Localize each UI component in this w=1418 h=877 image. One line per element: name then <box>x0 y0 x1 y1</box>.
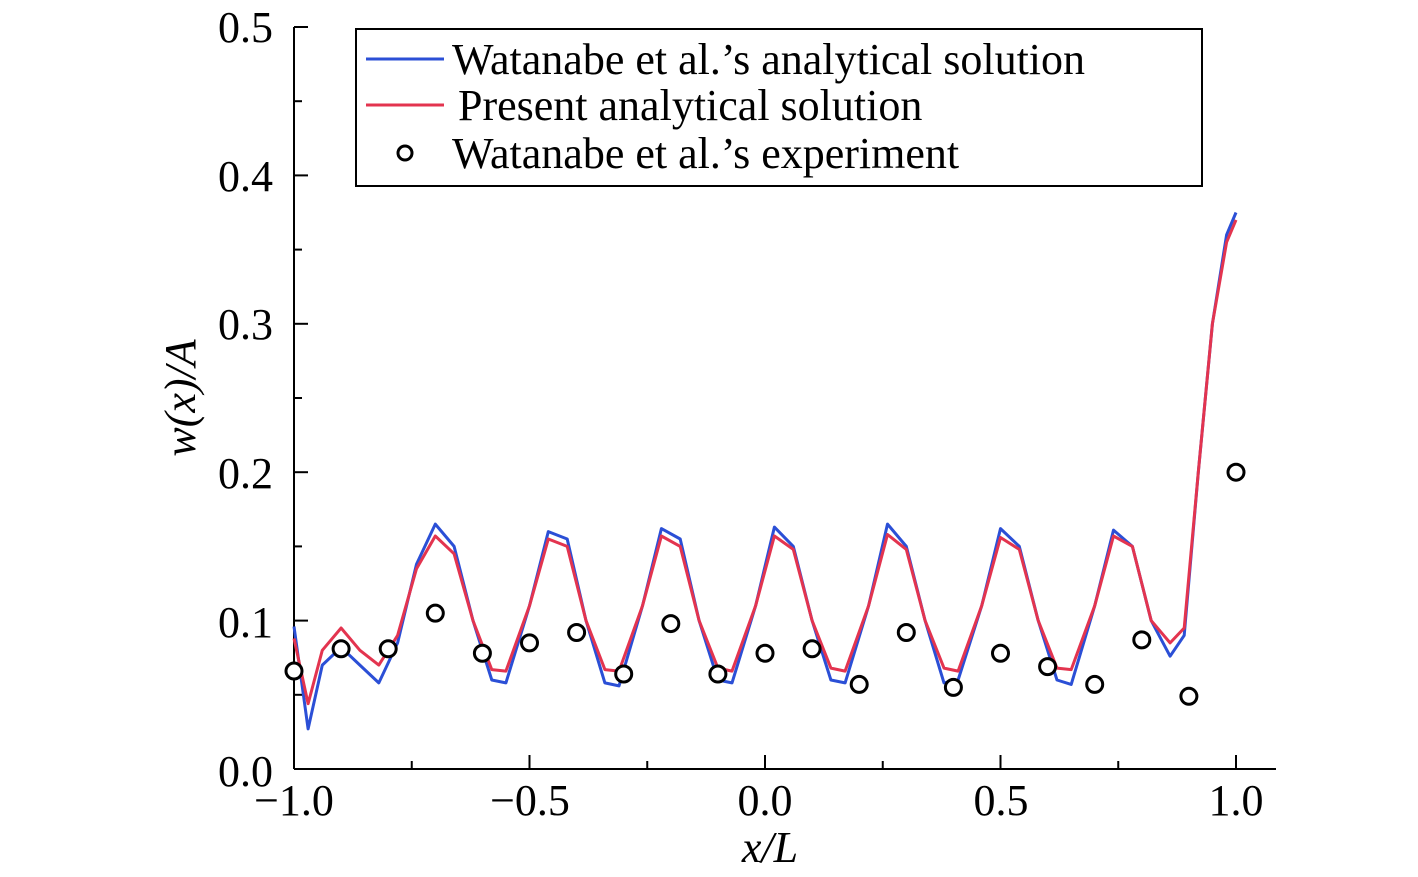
legend-box <box>355 28 1203 187</box>
x-tick-label: 0.5 <box>974 776 1029 825</box>
y-tick-label: 0.1 <box>218 598 273 647</box>
experiment-point <box>661 614 681 634</box>
plot-series <box>284 211 1246 731</box>
y-tick-label: 0.2 <box>218 449 273 498</box>
tick-labels: 0.0 0.1 0.2 0.3 0.4 0.5 −1.0 −0.5 0.0 0.… <box>218 3 1264 825</box>
experiment-point <box>802 639 822 659</box>
y-axis-label: w(x)/A <box>156 338 205 456</box>
y-tick-label: 0.3 <box>218 300 273 349</box>
experiment-point <box>1179 686 1199 706</box>
legend: Watanabe et al.’s analytical solution Pr… <box>355 28 1203 187</box>
experiment-point <box>849 674 869 694</box>
experiment-point <box>755 643 775 663</box>
y-tick-label: 0.5 <box>218 3 273 52</box>
experiment-point <box>425 603 445 623</box>
experiment-point <box>943 677 963 697</box>
experiment-point <box>896 622 916 642</box>
experiment-point <box>1132 630 1152 650</box>
experiment-point <box>331 639 351 659</box>
experiment-point <box>472 643 492 663</box>
legend-marker-experiment <box>396 144 414 162</box>
x-tick-label: 0.0 <box>738 776 793 825</box>
legend-label-analytical: Watanabe et al.’s analytical solution <box>452 35 1085 84</box>
experiment-point <box>378 639 398 659</box>
series-line-1 <box>292 219 1238 706</box>
experiment-point <box>708 664 728 684</box>
y-tick-label: 0.0 <box>218 747 273 796</box>
x-tick-label: −0.5 <box>490 776 570 825</box>
experiment-point <box>1085 674 1105 694</box>
legend-label-present: Present analytical solution <box>458 81 922 130</box>
x-axis-label: x/L <box>741 823 798 872</box>
legend-label-experiment: Watanabe et al.’s experiment <box>452 129 959 178</box>
x-tick-label: −1.0 <box>254 776 334 825</box>
experiment-point <box>284 661 304 681</box>
experiment-point <box>567 622 587 642</box>
ticks <box>293 26 1237 770</box>
experiment-point <box>991 643 1010 663</box>
y-tick-label: 0.4 <box>218 152 273 201</box>
experiment-point <box>1038 657 1058 677</box>
experiment-point <box>1226 462 1246 482</box>
experiment-point <box>520 633 539 653</box>
experiment-point <box>614 664 634 684</box>
x-tick-label: 1.0 <box>1209 776 1264 825</box>
